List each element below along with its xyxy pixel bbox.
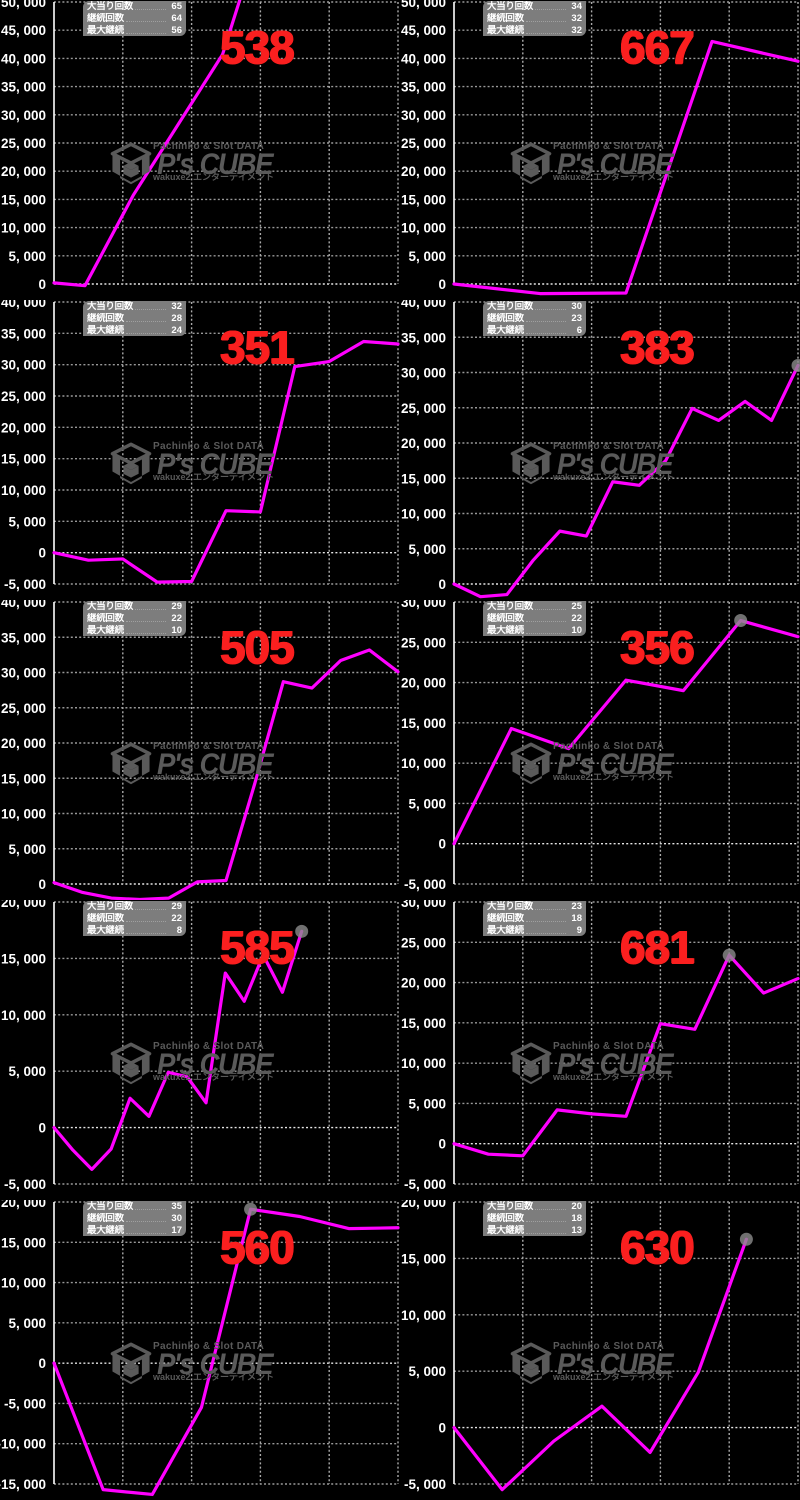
svg-text:25, 000: 25, 000 — [1, 701, 46, 716]
svg-text:35, 000: 35, 000 — [1, 80, 46, 95]
svg-text:0: 0 — [38, 546, 46, 561]
svg-text:50, 000: 50, 000 — [401, 0, 446, 10]
svg-text:10, 000: 10, 000 — [1, 483, 46, 498]
svg-text:25, 000: 25, 000 — [401, 136, 446, 151]
svg-text:0: 0 — [38, 1121, 46, 1136]
svg-text:-5, 000: -5, 000 — [404, 1477, 446, 1492]
svg-text:10, 000: 10, 000 — [1, 1008, 46, 1023]
svg-text:15, 000: 15, 000 — [1, 1235, 46, 1250]
svg-text:0: 0 — [438, 277, 446, 292]
svg-text:25, 000: 25, 000 — [401, 401, 446, 416]
svg-text:25, 000: 25, 000 — [401, 935, 446, 950]
svg-text:10, 000: 10, 000 — [1, 807, 46, 822]
svg-text:15, 000: 15, 000 — [1, 452, 46, 467]
svg-text:15, 000: 15, 000 — [401, 1016, 446, 1031]
svg-text:10, 000: 10, 000 — [1, 1276, 46, 1291]
svg-text:15, 000: 15, 000 — [401, 192, 446, 207]
svg-text:10, 000: 10, 000 — [1, 221, 46, 236]
svg-text:0: 0 — [438, 577, 446, 592]
svg-text:20, 000: 20, 000 — [401, 1200, 446, 1210]
svg-text:15, 000: 15, 000 — [1, 951, 46, 966]
svg-text:-5, 000: -5, 000 — [4, 1396, 46, 1411]
svg-text:0: 0 — [38, 1356, 46, 1371]
svg-text:40, 000: 40, 000 — [1, 600, 46, 610]
svg-text:5, 000: 5, 000 — [8, 249, 46, 264]
svg-text:5, 000: 5, 000 — [8, 514, 46, 529]
svg-text:40, 000: 40, 000 — [401, 51, 446, 66]
svg-text:30, 000: 30, 000 — [1, 358, 46, 373]
svg-text:25, 000: 25, 000 — [1, 136, 46, 151]
svg-text:10, 000: 10, 000 — [401, 756, 446, 771]
svg-text:40, 000: 40, 000 — [1, 51, 46, 66]
svg-text:20, 000: 20, 000 — [1, 900, 46, 910]
svg-text:20, 000: 20, 000 — [1, 736, 46, 751]
svg-text:30, 000: 30, 000 — [1, 666, 46, 681]
svg-text:-5, 000: -5, 000 — [404, 877, 446, 892]
svg-text:40, 000: 40, 000 — [401, 300, 446, 310]
svg-text:10, 000: 10, 000 — [401, 1308, 446, 1323]
svg-text:20, 000: 20, 000 — [1, 420, 46, 435]
svg-text:25, 000: 25, 000 — [401, 635, 446, 650]
svg-text:-5, 000: -5, 000 — [404, 1177, 446, 1192]
svg-text:50, 000: 50, 000 — [1, 0, 46, 10]
svg-text:30, 000: 30, 000 — [1, 108, 46, 123]
svg-text:20, 000: 20, 000 — [401, 436, 446, 451]
svg-text:5, 000: 5, 000 — [408, 796, 446, 811]
svg-text:15, 000: 15, 000 — [401, 1251, 446, 1266]
svg-text:10, 000: 10, 000 — [401, 1056, 446, 1071]
svg-text:20, 000: 20, 000 — [1, 164, 46, 179]
svg-text:5, 000: 5, 000 — [8, 1316, 46, 1331]
svg-text:30, 000: 30, 000 — [401, 108, 446, 123]
svg-text:10, 000: 10, 000 — [401, 221, 446, 236]
svg-text:0: 0 — [38, 277, 46, 292]
svg-text:5, 000: 5, 000 — [408, 542, 446, 557]
svg-text:-5, 000: -5, 000 — [4, 1177, 46, 1192]
svg-text:40, 000: 40, 000 — [1, 300, 46, 310]
svg-text:5, 000: 5, 000 — [408, 1096, 446, 1111]
svg-text:25, 000: 25, 000 — [1, 389, 46, 404]
svg-text:5, 000: 5, 000 — [408, 249, 446, 264]
svg-text:0: 0 — [38, 877, 46, 892]
svg-text:45, 000: 45, 000 — [1, 23, 46, 38]
svg-text:20, 000: 20, 000 — [401, 676, 446, 691]
svg-text:0: 0 — [438, 837, 446, 852]
svg-text:15, 000: 15, 000 — [1, 192, 46, 207]
svg-text:45, 000: 45, 000 — [401, 23, 446, 38]
svg-text:20, 000: 20, 000 — [1, 1200, 46, 1210]
svg-text:15, 000: 15, 000 — [401, 716, 446, 731]
svg-text:0: 0 — [438, 1421, 446, 1436]
svg-text:5, 000: 5, 000 — [8, 1064, 46, 1079]
svg-text:-5, 000: -5, 000 — [4, 577, 46, 592]
svg-text:30, 000: 30, 000 — [401, 600, 446, 610]
svg-text:5, 000: 5, 000 — [8, 842, 46, 857]
svg-text:0: 0 — [438, 1137, 446, 1152]
svg-text:-15, 000: -15, 000 — [0, 1477, 46, 1492]
svg-text:30, 000: 30, 000 — [401, 366, 446, 381]
svg-text:-10, 000: -10, 000 — [0, 1437, 46, 1452]
svg-text:35, 000: 35, 000 — [1, 630, 46, 645]
svg-text:35, 000: 35, 000 — [1, 326, 46, 341]
svg-text:5, 000: 5, 000 — [408, 1364, 446, 1379]
svg-text:35, 000: 35, 000 — [401, 80, 446, 95]
svg-text:35, 000: 35, 000 — [401, 330, 446, 345]
svg-text:20, 000: 20, 000 — [401, 164, 446, 179]
svg-text:15, 000: 15, 000 — [401, 471, 446, 486]
svg-text:15, 000: 15, 000 — [1, 771, 46, 786]
svg-text:20, 000: 20, 000 — [401, 976, 446, 991]
svg-text:30, 000: 30, 000 — [401, 900, 446, 910]
svg-text:10, 000: 10, 000 — [401, 507, 446, 522]
